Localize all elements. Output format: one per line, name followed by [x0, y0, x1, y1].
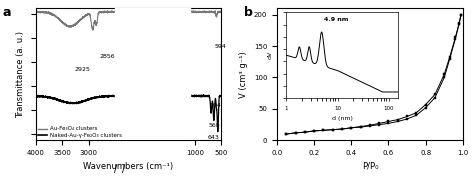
Text: 568: 568 — [208, 123, 220, 128]
Text: /: / — [121, 164, 125, 174]
Bar — [115, 0, 190, 181]
Text: 2856: 2856 — [100, 54, 115, 58]
Y-axis label: Transmittance (a. u.): Transmittance (a. u.) — [16, 31, 25, 118]
Text: a: a — [2, 6, 10, 19]
Text: 2925: 2925 — [74, 67, 90, 72]
Y-axis label: V (cm³ g⁻¹): V (cm³ g⁻¹) — [239, 51, 248, 98]
X-axis label: Wavenumbers (cm⁻¹): Wavenumbers (cm⁻¹) — [83, 162, 173, 171]
Text: 694: 694 — [210, 103, 222, 108]
Legend: Au-Fe₃O₄ clusters, Naked-Au-γ-Fe₂O₃ clusters: Au-Fe₃O₄ clusters, Naked-Au-γ-Fe₂O₃ clus… — [38, 127, 121, 138]
X-axis label: P/P₀: P/P₀ — [362, 162, 378, 171]
Text: 594: 594 — [215, 44, 227, 49]
Text: 643: 643 — [208, 135, 220, 140]
Text: b: b — [244, 6, 253, 19]
Text: /: / — [114, 164, 117, 174]
